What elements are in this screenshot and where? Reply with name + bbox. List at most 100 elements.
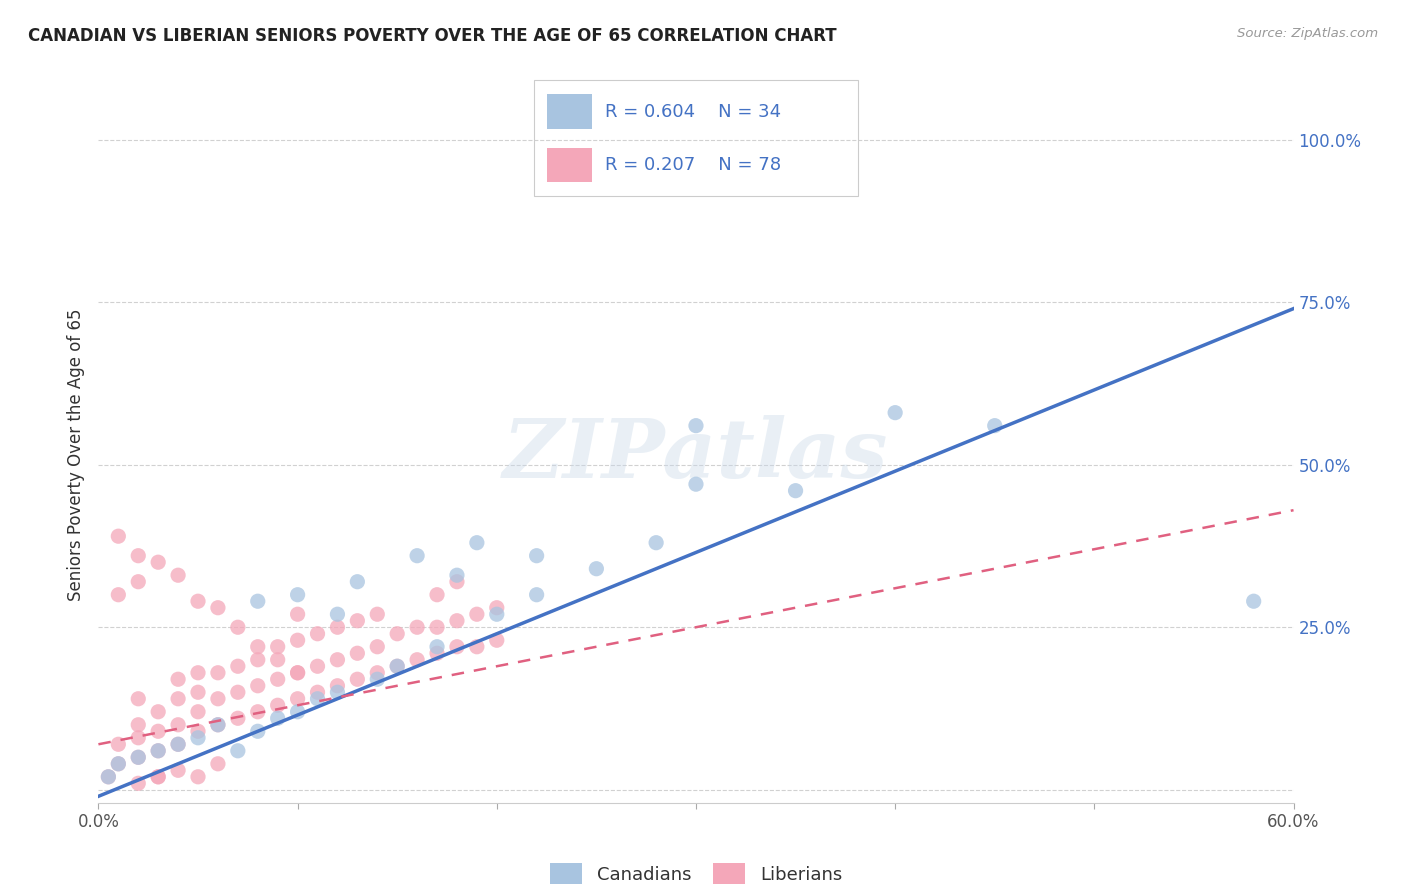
Point bbox=[346, 614, 368, 628]
Point bbox=[287, 665, 309, 680]
Y-axis label: Seniors Poverty Over the Age of 65: Seniors Poverty Over the Age of 65 bbox=[66, 309, 84, 601]
Point bbox=[446, 614, 468, 628]
Point bbox=[207, 718, 229, 732]
Point bbox=[287, 633, 309, 648]
Bar bbox=[547, 95, 592, 129]
Point bbox=[685, 418, 707, 433]
Point bbox=[246, 724, 269, 739]
Point bbox=[446, 568, 468, 582]
Point bbox=[366, 672, 388, 686]
Point bbox=[246, 594, 269, 608]
Point bbox=[267, 640, 290, 654]
Point bbox=[207, 756, 229, 771]
Point bbox=[406, 653, 429, 667]
Text: R = 0.207    N = 78: R = 0.207 N = 78 bbox=[606, 156, 782, 174]
Point bbox=[187, 685, 209, 699]
Point bbox=[127, 776, 149, 790]
Point bbox=[1243, 594, 1265, 608]
Point bbox=[127, 718, 149, 732]
Point bbox=[246, 653, 269, 667]
Point bbox=[148, 744, 170, 758]
Point bbox=[167, 764, 190, 778]
Point bbox=[446, 574, 468, 589]
Point bbox=[267, 672, 290, 686]
Point bbox=[127, 574, 149, 589]
Point bbox=[685, 477, 707, 491]
Point bbox=[287, 607, 309, 622]
Point bbox=[167, 672, 190, 686]
Point bbox=[307, 691, 329, 706]
Point bbox=[307, 626, 329, 640]
Point bbox=[287, 665, 309, 680]
Point bbox=[187, 594, 209, 608]
Point bbox=[187, 731, 209, 745]
Point bbox=[406, 620, 429, 634]
Point bbox=[426, 640, 449, 654]
Point bbox=[385, 659, 409, 673]
Point bbox=[645, 535, 668, 549]
Point bbox=[207, 600, 229, 615]
Point bbox=[107, 737, 129, 751]
Point bbox=[326, 620, 349, 634]
Point bbox=[148, 555, 170, 569]
Point bbox=[107, 756, 129, 771]
Point bbox=[465, 607, 488, 622]
Point bbox=[385, 626, 409, 640]
Point bbox=[307, 685, 329, 699]
Point bbox=[167, 691, 190, 706]
Point bbox=[107, 529, 129, 543]
Point bbox=[346, 574, 368, 589]
Text: R = 0.604    N = 34: R = 0.604 N = 34 bbox=[606, 103, 782, 120]
Point bbox=[187, 724, 209, 739]
Point bbox=[485, 607, 508, 622]
Point bbox=[465, 640, 488, 654]
Point bbox=[426, 588, 449, 602]
Point bbox=[287, 705, 309, 719]
Point bbox=[366, 665, 388, 680]
Point bbox=[226, 685, 249, 699]
Point bbox=[148, 770, 170, 784]
Point bbox=[465, 535, 488, 549]
Point bbox=[148, 744, 170, 758]
Point bbox=[267, 711, 290, 725]
Point bbox=[246, 640, 269, 654]
Point bbox=[97, 770, 120, 784]
Point bbox=[187, 705, 209, 719]
Point bbox=[246, 679, 269, 693]
Point bbox=[385, 659, 409, 673]
Point bbox=[207, 691, 229, 706]
Legend: Canadians, Liberians: Canadians, Liberians bbox=[550, 863, 842, 884]
Point bbox=[127, 750, 149, 764]
Point bbox=[366, 607, 388, 622]
Point bbox=[226, 659, 249, 673]
Point bbox=[207, 665, 229, 680]
Text: CANADIAN VS LIBERIAN SENIORS POVERTY OVER THE AGE OF 65 CORRELATION CHART: CANADIAN VS LIBERIAN SENIORS POVERTY OVE… bbox=[28, 27, 837, 45]
Point bbox=[226, 744, 249, 758]
Point bbox=[426, 620, 449, 634]
Point bbox=[207, 718, 229, 732]
Point bbox=[366, 640, 388, 654]
Point bbox=[526, 549, 548, 563]
Point bbox=[187, 770, 209, 784]
Point bbox=[97, 770, 120, 784]
Point bbox=[267, 653, 290, 667]
Point bbox=[267, 698, 290, 713]
Bar bbox=[547, 147, 592, 182]
Point bbox=[167, 718, 190, 732]
Point bbox=[785, 483, 807, 498]
Point bbox=[107, 756, 129, 771]
Point bbox=[326, 685, 349, 699]
Point bbox=[326, 679, 349, 693]
Point bbox=[326, 607, 349, 622]
Text: ZIPatlas: ZIPatlas bbox=[503, 415, 889, 495]
Point bbox=[127, 731, 149, 745]
Point bbox=[307, 659, 329, 673]
Point bbox=[187, 665, 209, 680]
Point bbox=[148, 705, 170, 719]
Point bbox=[426, 646, 449, 660]
Point bbox=[485, 633, 508, 648]
Point bbox=[346, 672, 368, 686]
Point bbox=[148, 724, 170, 739]
Point bbox=[326, 653, 349, 667]
Point bbox=[446, 640, 468, 654]
